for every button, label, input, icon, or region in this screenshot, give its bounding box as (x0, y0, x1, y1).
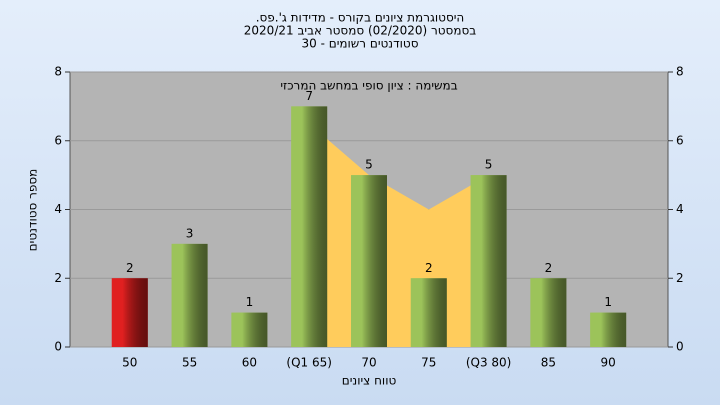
x-tick-label: 60 (242, 356, 257, 370)
bar (351, 175, 387, 347)
data-label: 2 (545, 261, 553, 275)
x-axis-label: טווח ציונים (342, 374, 397, 388)
y-axis-label: מספר סטודנטים (26, 169, 40, 252)
y-tick-label: 4 (54, 202, 62, 216)
x-tick-label: 90 (601, 356, 616, 370)
x-tick-label: 75 (421, 356, 436, 370)
y-tick-label: 2 (54, 271, 62, 285)
annotation: במשימה : ציון סופי במחשב המרכזי (280, 79, 457, 93)
y2-tick-label: 0 (676, 340, 684, 354)
chart-subtitle: סטודנטים רשומים - 30 (301, 37, 418, 51)
y2-tick-label: 8 (676, 65, 684, 79)
chart-title: היסטוגרמת ציונים בקורס - מדידות ג'.פס. (256, 11, 465, 25)
data-label: 5 (365, 158, 373, 172)
x-tick-label: 50 (122, 356, 137, 370)
y-tick-label: 0 (54, 340, 62, 354)
bar (470, 175, 507, 347)
bar (590, 312, 627, 347)
data-label: 3 (186, 226, 194, 240)
data-label: 1 (604, 295, 612, 309)
y2-tick-label: 6 (676, 133, 684, 147)
y-tick-label: 6 (54, 133, 62, 147)
y2-tick-label: 2 (676, 271, 684, 285)
data-label: 1 (246, 295, 254, 309)
chart-subtitle: בסמסטר (02/2020) סמסטר אביב 2020/21 (244, 24, 476, 38)
y2-tick-label: 4 (676, 202, 684, 216)
data-label: 2 (126, 261, 134, 275)
y-tick-label: 8 (54, 65, 62, 79)
bar (410, 278, 447, 347)
data-label: 2 (425, 261, 433, 275)
data-label: 5 (485, 158, 493, 172)
bar (291, 106, 328, 347)
x-tick-label: 70 (361, 356, 376, 370)
x-tick-label: (Q1 65) (286, 356, 332, 370)
x-tick-label: (Q3 80) (466, 356, 512, 370)
data-label: 7 (305, 89, 313, 103)
bar (111, 278, 148, 347)
bar (231, 312, 268, 347)
x-tick-label: 55 (182, 356, 197, 370)
bar (530, 278, 567, 347)
bar (171, 243, 208, 347)
x-tick-label: 85 (541, 356, 556, 370)
